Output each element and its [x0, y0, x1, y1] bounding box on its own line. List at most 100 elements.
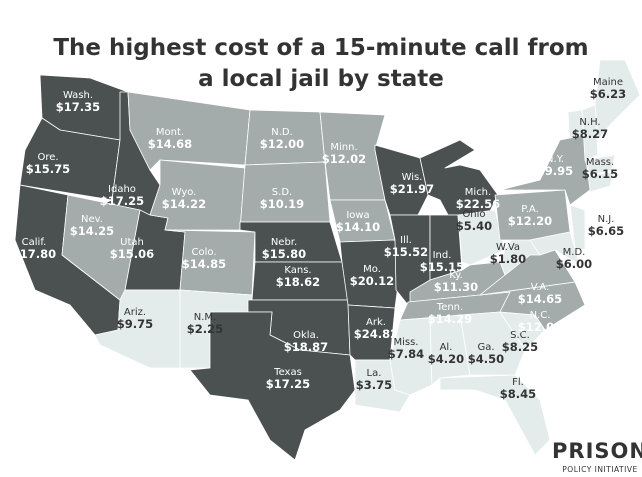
title-line: The highest cost of a 15-minute call fro…: [53, 35, 588, 61]
state-cost: $3.75: [356, 378, 392, 392]
state-cost: $12.20: [508, 214, 552, 228]
state-cost: $6.00: [556, 257, 592, 271]
state-shape: [569, 204, 586, 251]
state-cost: $8.25: [502, 340, 538, 354]
state-name: Minn.: [330, 142, 357, 153]
state-cost: $12.00: [518, 320, 562, 334]
state-shape: [479, 281, 586, 331]
state-cost: $11.30: [434, 280, 478, 294]
state-name: Wyo.: [172, 187, 197, 198]
state-name: Fl.: [512, 377, 524, 388]
state-cost: $14.65: [518, 292, 562, 306]
states: Wash.$17.35Ore.$15.75Idaho$17.25Calif.$1…: [12, 59, 641, 461]
title-line: a local jail by state: [198, 66, 444, 92]
state-cost: $9.75: [117, 317, 153, 331]
state-name: P.A.: [521, 204, 539, 215]
state-name: N.M.: [194, 312, 216, 323]
state-name: Ore.: [37, 152, 58, 163]
state-name: N.D.: [271, 127, 293, 138]
state-name: Ga.: [477, 342, 494, 353]
state-name: Wash.: [63, 90, 93, 101]
state-cost: $22.56: [456, 197, 500, 211]
state-cost: $20.12: [350, 274, 394, 288]
state-name: Mo.: [363, 264, 381, 275]
state-cost: $4.20: [428, 352, 464, 366]
state-cost: $21.97: [390, 182, 434, 196]
state-cost: $12.00: [260, 137, 304, 151]
state-shape: [457, 209, 506, 266]
state-name: N.J.: [598, 214, 615, 225]
state-name: Wis.: [402, 172, 423, 183]
state-shape: [439, 374, 551, 456]
state-shape: [189, 311, 356, 461]
state-name: La.: [367, 368, 382, 379]
state-name: N.H.: [579, 117, 600, 128]
state-cost: $7.84: [388, 347, 424, 361]
state-name: Texas: [273, 367, 302, 378]
state-cost: $17.25: [266, 377, 310, 391]
state-name: Ind.: [433, 250, 452, 261]
state-name: Ark.: [366, 317, 386, 328]
state-cost: $17.35: [56, 100, 100, 114]
state-cost: $17.80: [12, 247, 56, 261]
state-name: Mont.: [156, 127, 184, 138]
state-cost: $18.87: [284, 340, 328, 354]
state-cost: $15.80: [262, 247, 306, 261]
state-name: Nebr.: [271, 237, 297, 248]
state-shape: [127, 91, 251, 171]
state-cost: $15.52: [384, 245, 428, 259]
state-name: Ill.: [400, 235, 412, 246]
state-name: Iowa: [346, 210, 369, 221]
state-name: Ohio: [462, 209, 485, 220]
state-cost: $8.27: [572, 127, 608, 141]
state-name: Miss.: [393, 337, 418, 348]
state-name: Colo.: [192, 247, 217, 258]
state-name: Idaho: [108, 184, 136, 195]
state-cost: $14.29: [428, 312, 472, 326]
state-cost: $5.40: [456, 219, 492, 233]
state-name: Kans.: [284, 265, 311, 276]
state-name: Calif.: [22, 237, 47, 248]
state-cost: $6.65: [588, 224, 624, 238]
state-shape: [581, 104, 599, 161]
state-name: Nev.: [81, 214, 103, 225]
state-name: Ariz.: [124, 307, 146, 318]
state-name: W.Va: [496, 242, 520, 253]
logo-main: PRISON: [552, 439, 642, 463]
state-shape: [429, 314, 471, 386]
state-name: Al.: [440, 342, 453, 353]
state-name: Tenn.: [436, 302, 463, 313]
state-cost: $1.80: [490, 252, 526, 266]
state-name: Okla.: [293, 330, 319, 341]
state-shape: [529, 231, 581, 266]
state-cost: $18.62: [276, 275, 320, 289]
state-name: M.D.: [563, 247, 586, 258]
state-name: Mich.: [465, 187, 491, 198]
state-cost: $14.10: [336, 220, 380, 234]
state-name: Maine: [593, 77, 623, 88]
state-cost: $15.75: [26, 162, 70, 176]
state-shape: [419, 139, 499, 216]
logo-sub: POLICY INITIATIVE: [562, 465, 637, 474]
state-cost: $6.23: [590, 87, 626, 101]
state-cost: $24.82: [354, 327, 398, 341]
state-cost: $15.06: [110, 247, 154, 261]
state-cost: $4.50: [468, 352, 504, 366]
state-cost: $2.25: [187, 322, 223, 336]
state-cost: $8.45: [500, 387, 536, 401]
state-name: S.C.: [510, 330, 530, 341]
state-shape: [459, 311, 526, 376]
state-name: N.Y.: [546, 154, 564, 165]
state-cost: $10.19: [260, 197, 304, 211]
state-cost: $14.85: [182, 257, 226, 271]
state-name: Utah: [120, 237, 144, 248]
state-name: Ky.: [449, 270, 463, 281]
state-name: V.A.: [531, 282, 550, 293]
state-shape: [594, 59, 641, 141]
state-name: Mass.: [586, 157, 614, 168]
state-cost: $14.25: [70, 224, 114, 238]
state-cost: $15.15: [420, 260, 464, 274]
state-cost: $9.95: [537, 164, 573, 178]
state-cost: $17.25: [100, 194, 144, 208]
